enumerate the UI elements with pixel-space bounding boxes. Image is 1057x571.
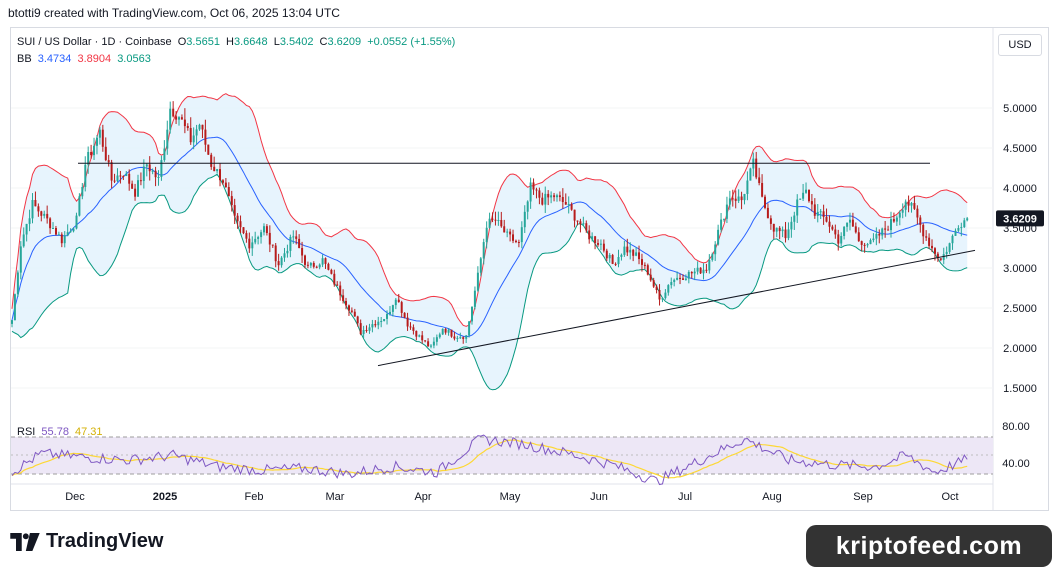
ohlc-legend: SUI / US Dollar · 1D · Coinbase O3.5651 …	[17, 36, 458, 48]
low-value: 3.5402	[279, 36, 314, 48]
close-value: 3.6209	[327, 36, 362, 48]
bb-label[interactable]: BB	[17, 53, 32, 65]
tradingview-logo[interactable]: TradingView	[10, 530, 163, 553]
tradingview-logo-text: TradingView	[46, 530, 164, 552]
high-value: 3.6648	[233, 36, 268, 48]
tradingview-logo-icon	[10, 532, 40, 551]
bb-upper-value: 3.8904	[77, 53, 112, 65]
rsi-label[interactable]: RSI	[17, 426, 36, 438]
currency-button[interactable]: USD	[998, 34, 1042, 56]
low-label: L	[273, 36, 280, 48]
chart-credit: btotti9 created with TradingView.com, Oc…	[8, 6, 340, 20]
bb-legend: BB 3.4734 3.8904 3.0563	[17, 53, 154, 65]
change-value: +0.0552 (+1.55%)	[367, 36, 456, 48]
open-value: 3.5651	[186, 36, 220, 48]
bb-basis-value: 3.4734	[37, 53, 72, 65]
rsi-value: 55.78	[41, 426, 69, 438]
bb-lower-value: 3.0563	[117, 53, 151, 65]
symbol-label[interactable]: SUI / US Dollar · 1D · Coinbase	[17, 36, 172, 48]
kriptofeed-watermark-text: kriptofeed.com	[835, 531, 1023, 560]
chart-frame[interactable]	[10, 27, 1049, 511]
rsi-legend: RSI 55.78 47.31	[17, 426, 106, 438]
high-label: H	[226, 36, 234, 48]
kriptofeed-watermark: kriptofeed.com	[806, 525, 1052, 567]
open-label: O	[177, 36, 187, 48]
rsi-ma-value: 47.31	[75, 426, 103, 438]
close-label: C	[319, 36, 328, 48]
